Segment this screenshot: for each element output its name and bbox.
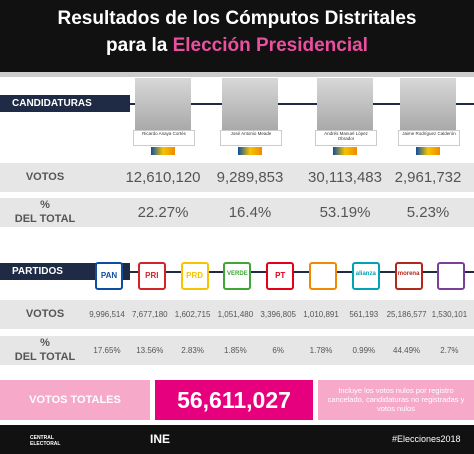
footer: CENTRAL ELECTORAL INE #Elecciones2018 (0, 425, 474, 454)
cell-value: 1.85% (224, 346, 247, 356)
candidate-name: Jaime Rodríguez Calderón (398, 130, 460, 146)
totals-value-box: 56,611,027 (155, 380, 313, 420)
party-logo-text: alianza (355, 271, 376, 277)
cell-value: 3,396,805 (260, 310, 296, 320)
totals-label-box: VOTOS TOTALES (0, 380, 150, 420)
cell-value: 2.7% (440, 346, 459, 356)
cell-value: 13.56% (136, 346, 164, 356)
row-label: VOTOS (25, 308, 65, 320)
candidate-photo (135, 78, 191, 130)
coalition-icons (151, 147, 175, 155)
candidate-name: José Antonio Meade (220, 130, 282, 146)
row-label: DEL TOTAL (14, 351, 76, 363)
cell-value: 9,996,514 (89, 310, 125, 320)
title-line: Resultados de los Cómputos Distritales (57, 8, 417, 29)
party-logo (437, 262, 466, 290)
party-logo: PRD (180, 262, 209, 290)
cell-value: 1,010,891 (303, 310, 339, 320)
party-logo-text: PRD (186, 271, 204, 280)
title-part: para la (106, 35, 173, 56)
cell-value: 1,530,101 (431, 310, 468, 320)
cell-value: 17.65% (93, 346, 121, 356)
cell-value: 5.23% (406, 204, 450, 221)
party-logo-text: VERDE (227, 271, 248, 277)
title-line: para la Elección Presidencial (0, 35, 474, 57)
divider (0, 72, 474, 77)
footer-left: CENTRAL ELECTORAL (30, 435, 61, 447)
candidate-photo (317, 78, 373, 130)
cell-value: 0.99% (352, 346, 376, 356)
party-logo-text: morena (397, 271, 420, 277)
title-highlight: Elección Presidencial (172, 35, 368, 56)
row-band (0, 336, 474, 365)
cell-value: 16.4% (228, 204, 272, 221)
row-label: VOTOS (25, 171, 65, 183)
cell-value: 1,051,480 (217, 310, 254, 320)
cell-value: 7,677,180 (132, 310, 168, 320)
footer-logo: INE (150, 432, 171, 446)
cell-value: 9,289,853 (216, 169, 284, 186)
candidate-name: Andrés Manuel López Obrador (315, 130, 377, 146)
totals-label: VOTOS TOTALES (29, 394, 121, 406)
section-label: CANDIDATURAS (0, 95, 130, 112)
party-logo: PRI (137, 262, 166, 290)
totals-value: 56,611,027 (177, 387, 291, 413)
cell-value: 12,610,120 (125, 169, 201, 186)
party-logo: morena (394, 262, 423, 290)
row-band (0, 300, 474, 329)
cell-value: 2.83% (181, 346, 204, 356)
row-band (0, 163, 474, 192)
cell-value: 6% (272, 346, 284, 356)
totals-note-box: Incluye los votos nulos por registro can… (318, 380, 474, 420)
party-logo: PT (266, 262, 295, 290)
row-label: % (40, 199, 50, 211)
party-logo: VERDE (223, 262, 252, 290)
cell-value: 1.78% (309, 346, 333, 356)
coalition-icons (238, 147, 262, 155)
cell-value: 1,602,715 (174, 310, 211, 320)
row-label: % (40, 337, 50, 349)
cell-value: 44.49% (393, 346, 421, 356)
party-logo-text: PRI (145, 271, 159, 280)
cell-value: 22.27% (137, 204, 189, 221)
party-logo-text: PT (275, 271, 286, 280)
cell-value: 2,961,732 (394, 169, 462, 186)
party-logo (309, 262, 337, 290)
header: Resultados de los Cómputos Distritales p… (0, 0, 474, 72)
party-logo-text: PAN (100, 271, 118, 280)
row-band (0, 198, 474, 227)
candidate-photo (222, 78, 278, 130)
totals-note: Incluye los votos nulos por registro can… (327, 386, 465, 413)
cell-value: 53.19% (319, 204, 371, 221)
party-logo: PAN (95, 262, 123, 290)
candidate-photo (400, 78, 456, 130)
cell-value: 30,113,483 (308, 169, 382, 186)
cell-value: 561,193 (349, 310, 379, 320)
row-label: DEL TOTAL (14, 213, 76, 225)
coalition-icons (333, 147, 357, 155)
footer-hashtag: #Elecciones2018 (392, 434, 461, 444)
candidate-name: Ricardo Anaya Cortés (133, 130, 195, 146)
coalition-icons (416, 147, 440, 155)
party-logo: alianza (351, 262, 380, 290)
cell-value: 25,186,577 (386, 310, 427, 320)
